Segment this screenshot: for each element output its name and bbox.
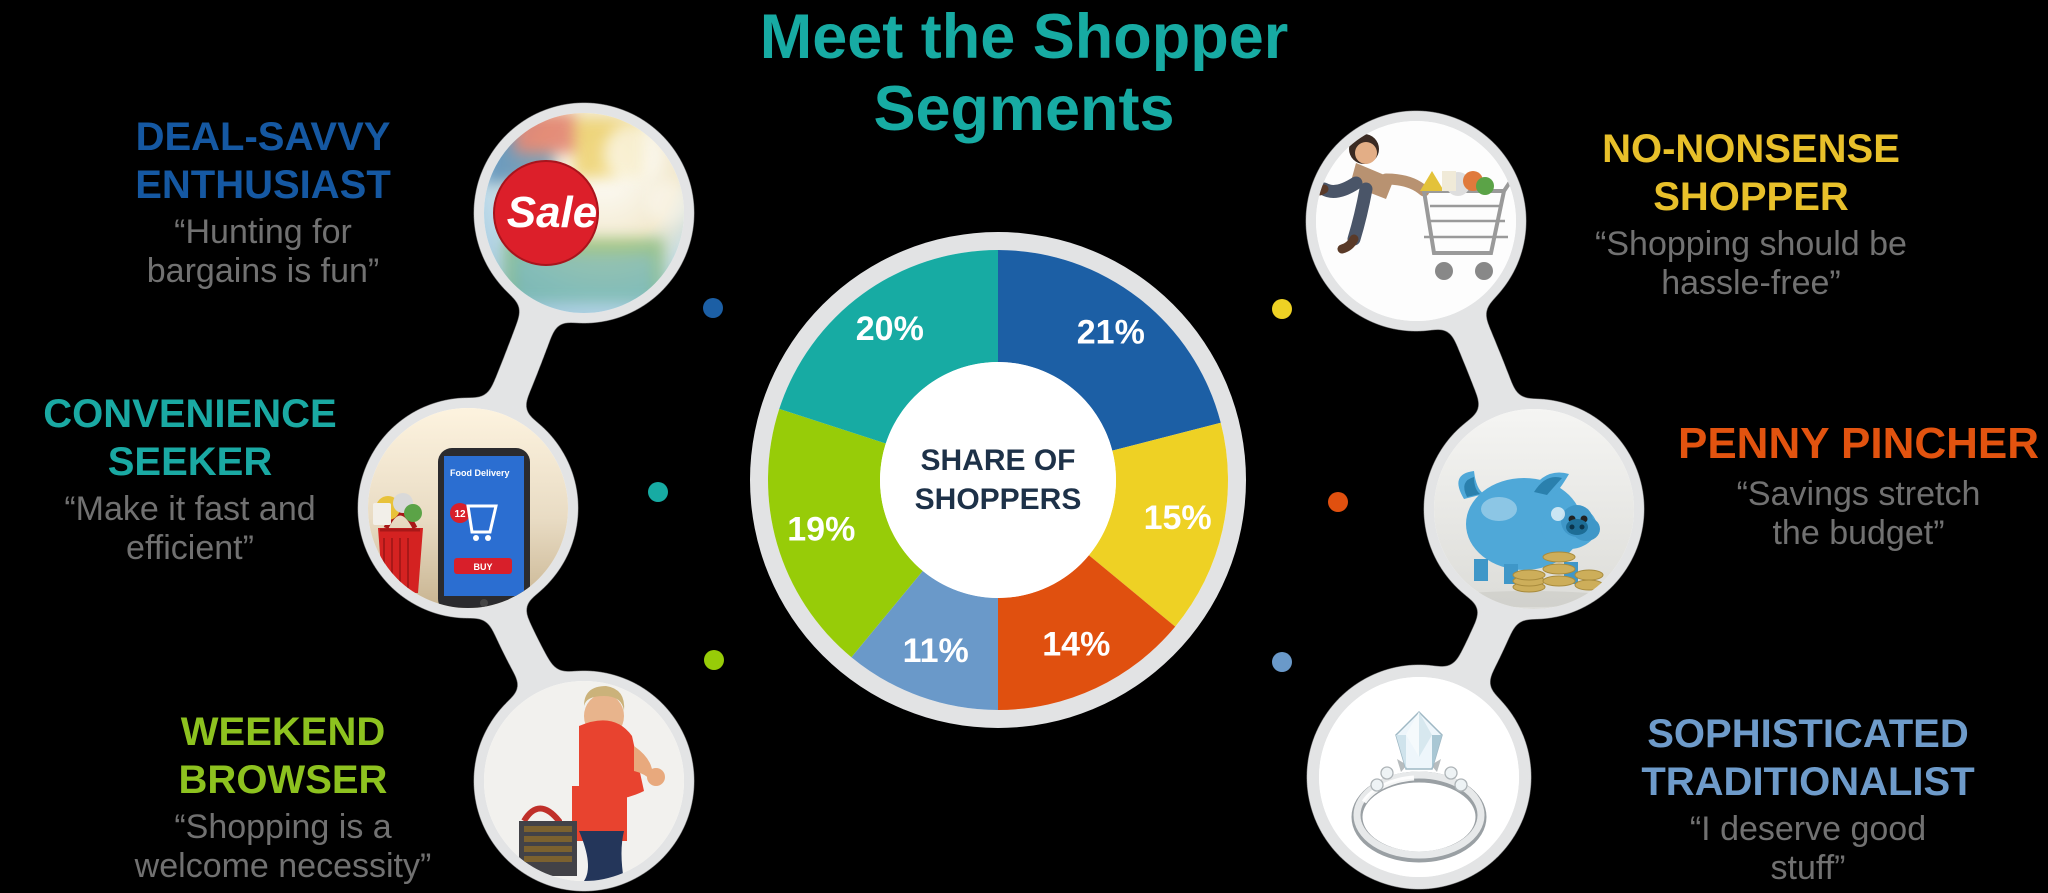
- svg-text:Food Delivery: Food Delivery: [450, 468, 510, 478]
- svg-text:12: 12: [454, 509, 466, 520]
- svg-text:BUY: BUY: [473, 562, 492, 572]
- svg-text:Sale: Sale: [507, 188, 598, 237]
